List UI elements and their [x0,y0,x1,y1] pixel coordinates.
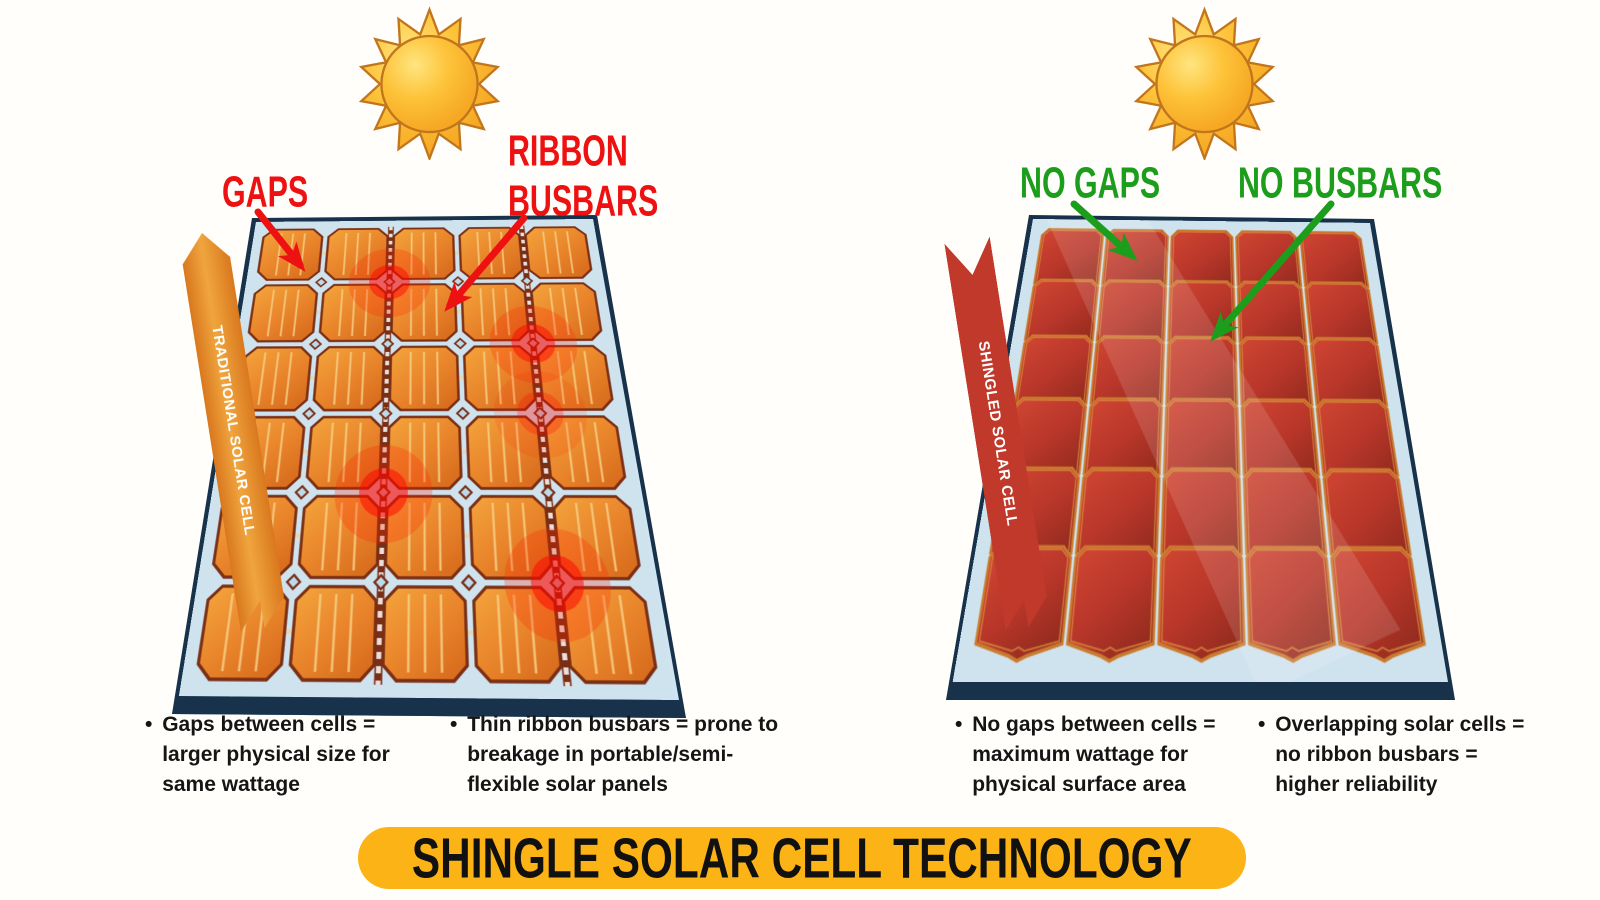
svg-text:GAPS: GAPS [222,167,308,216]
svg-text:RIBBON: RIBBON [508,126,628,175]
svg-text:NO GAPS: NO GAPS [1020,158,1160,207]
svg-text:BUSBARS: BUSBARS [508,176,658,225]
svg-text:NO BUSBARS: NO BUSBARS [1238,158,1442,207]
